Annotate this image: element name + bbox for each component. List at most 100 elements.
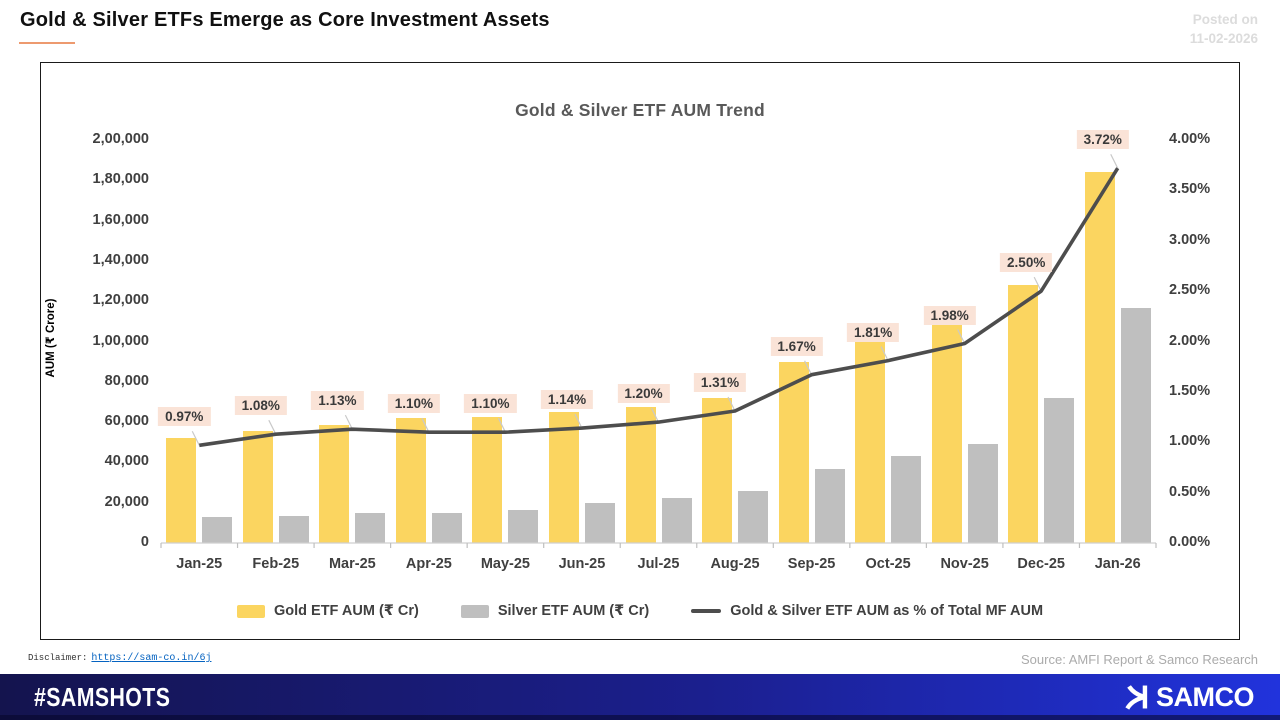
x-axis-label: Apr-25 [405,556,452,572]
y-right-tick: 0.00% [1169,534,1211,550]
gold-bar-Apr-25 [395,418,426,543]
pct-label-Jul-25: 1.20% [617,384,670,404]
x-axis-label: Feb-25 [252,556,300,572]
posted-on: Posted on 11-02-2026 [1190,10,1258,48]
y-left-tick: 1,80,000 [92,171,149,188]
y-right-tick: 2.00% [1169,332,1211,349]
legend-item-gold: Gold ETF AUM (₹ Cr) [236,603,419,619]
line-swatch [691,609,722,613]
gold-bar-Feb-25 [242,431,273,543]
gold-bar-May-25 [472,417,503,543]
gold-bar-Sep-25 [778,361,809,543]
gold-bar-Oct-25 [855,337,886,543]
chart-title: Gold & Silver ETF AUM Trend [515,100,765,120]
legend-label-gold: Gold ETF AUM (₹ Cr) [273,603,419,619]
silver-bar-Sep-25 [814,469,845,543]
x-axis-label: May-25 [480,556,530,572]
gold-bar-Dec-25 [1008,285,1039,543]
trend-line-layer [160,153,1157,548]
y-left-tick: 20,000 [104,493,149,510]
x-axis-label: Jul-25 [637,556,680,572]
silver-bar-Jul-25 [661,497,692,543]
x-axis-label: Jan-25 [176,556,223,572]
y-left-tick: 2,00,000 [92,131,149,147]
gold-swatch [236,604,265,618]
silver-bar-Nov-25 [967,444,998,543]
silver-swatch [460,604,489,618]
x-axis-label: Jun-25 [558,556,606,572]
x-axis-label: Mar-25 [328,556,376,572]
y-left-tick: 1,40,000 [92,251,149,268]
samco-logo-icon [1125,685,1148,710]
gold-bar-Jul-25 [625,406,656,543]
title-underline [19,42,75,44]
legend-label-line: Gold & Silver ETF AUM as % of Total MF A… [730,603,1044,619]
y-left-tick: 40,000 [104,453,149,470]
y-left-tick: 1,60,000 [92,211,149,228]
silver-bar-Jun-25 [584,502,615,543]
silver-bar-Mar-25 [355,512,386,543]
silver-bar-Dec-25 [1044,397,1075,543]
y-right-tick: 2.50% [1169,282,1211,299]
source-credit: Source: AMFI Report & Samco Research [1021,652,1258,667]
gold-bar-Jan-26 [1084,172,1115,543]
gold-bar-Aug-25 [702,397,733,543]
x-axis-label: Jan-26 [1094,556,1141,572]
posted-on-label: Posted on [1192,12,1258,27]
silver-bar-Jan-25 [202,516,233,543]
samco-wordmark: SAMCO [1156,681,1255,712]
gold-bar-Jan-25 [166,438,197,543]
posted-on-date: 11-02-2026 [1189,31,1258,46]
pct-label-Jun-25: 1.14% [540,390,594,410]
x-axis-label: Dec-25 [1017,556,1065,572]
y-left-tick: 0 [140,534,149,550]
silver-bar-Apr-25 [431,512,462,543]
legend: Gold ETF AUM (₹ Cr) Silver ETF AUM (₹ Cr… [41,599,1239,623]
silver-bar-Oct-25 [891,456,922,543]
gold-bar-Mar-25 [319,425,350,543]
silver-bar-Feb-25 [278,515,309,543]
pct-label-May-25: 1.10% [464,394,517,414]
footer-shade [0,715,1280,720]
disclaimer-link[interactable]: https://sam-co.in/6j [91,653,212,664]
pct-label-Oct-25: 1.81% [846,322,900,342]
y-left-tick: 1,20,000 [92,292,149,309]
silver-bar-May-25 [508,509,539,543]
samco-logo: SAMCO [1122,681,1255,713]
gold-bar-Jun-25 [548,412,579,543]
trend-line [199,167,1120,448]
disclaimer-label: Disclaimer: [28,653,88,663]
x-axis-label: Aug-25 [710,556,760,572]
y-right-tick: 3.50% [1169,181,1211,198]
y-right-tick: 4.00% [1169,131,1211,147]
legend-item-silver: Silver ETF AUM (₹ Cr) [460,603,650,619]
y-right-tick: 1.50% [1169,382,1211,399]
pct-label-Nov-25: 1.98% [923,305,976,325]
pct-label-Dec-25: 2.50% [1000,253,1053,273]
samshots-wordmark: #SAMSHOTS [34,681,171,712]
y-left-tick: 80,000 [104,372,149,389]
x-axis-label: Oct-25 [865,556,911,572]
pct-label-Sep-25: 1.67% [770,336,823,356]
x-axis-label: Nov-25 [940,556,989,572]
gold-bar-Nov-25 [931,320,962,543]
legend-label-silver: Silver ETF AUM (₹ Cr) [497,603,650,619]
silver-bar-Jan-26 [1120,308,1151,543]
y-right-tick: 3.00% [1169,231,1211,248]
y-left-tick: 60,000 [104,413,149,430]
footer-bar: #SAMSHOTS SAMCO [0,674,1280,720]
x-axis-label: Sep-25 [787,556,836,572]
y-left-tick: 1,00,000 [92,332,149,349]
pct-label-Aug-25: 1.31% [693,373,747,393]
y-right-tick: 0.50% [1169,483,1211,500]
chart-container: Gold & Silver ETF AUM Trend AUM (₹ Crore… [40,62,1240,640]
pct-label-Jan-26: 3.72% [1076,130,1129,150]
pct-label-Feb-25: 1.08% [234,396,287,416]
y-right-tick: 1.00% [1169,433,1211,450]
pct-label-Jan-25: 0.97% [158,407,211,427]
legend-item-line: Gold & Silver ETF AUM as % of Total MF A… [691,603,1043,619]
silver-bar-Aug-25 [738,490,769,543]
pct-label-Mar-25: 1.13% [311,391,364,411]
disclaimer: Disclaimer: https://sam-co.in/6j [28,653,211,664]
